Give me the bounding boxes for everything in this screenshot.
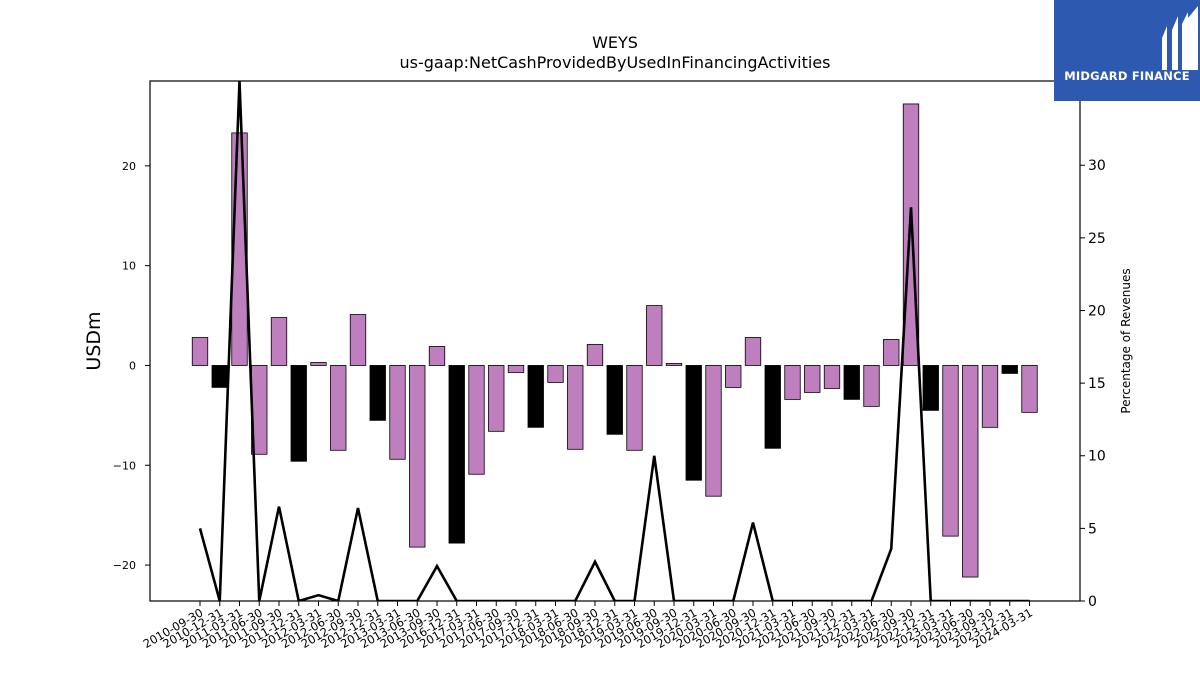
bars-group xyxy=(191,103,1038,578)
bar-2017-03-31 xyxy=(468,365,485,475)
bar-2012-09-30 xyxy=(349,314,367,366)
bar-2021-12-31 xyxy=(843,365,860,400)
y-tick-label: 0 xyxy=(129,359,136,372)
midgard-finance-logo: MIDGARD FINANCE xyxy=(1054,0,1200,101)
y-tick-label: 20 xyxy=(122,160,136,173)
chart-title: WEYS xyxy=(592,33,638,52)
bar-2023-09-30 xyxy=(981,365,999,428)
line-group xyxy=(198,81,1030,601)
bar-2023-03-31 xyxy=(942,365,959,537)
y2-tick-label: 0 xyxy=(1088,594,1097,610)
bar-2016-12-31 xyxy=(448,365,465,544)
logo-mark-icon xyxy=(1162,6,1198,70)
bar-2011-09-30 xyxy=(270,317,288,366)
bar-2020-09-30 xyxy=(744,337,762,366)
bar-2022-12-31 xyxy=(922,365,939,411)
bar-2020-12-31 xyxy=(764,365,781,449)
bar-2018-12-31 xyxy=(606,365,623,435)
bar-2024-03-31 xyxy=(1021,365,1038,413)
y2-tick-label: 10 xyxy=(1088,449,1106,465)
bar-2012-06-30 xyxy=(330,365,347,451)
bar-2011-12-31 xyxy=(290,365,307,462)
percentage-of-revenues-line xyxy=(198,81,1030,601)
bar-2019-03-31 xyxy=(626,365,643,451)
bar-2017-06-30 xyxy=(488,365,505,432)
bar-2013-06-30 xyxy=(409,365,426,548)
y-tick-label: −10 xyxy=(113,459,136,472)
right-axis-ticks: 05101520253035 xyxy=(1080,86,1106,610)
x-axis-ticks: 2010-09-302010-12-312011-03-312011-06-30… xyxy=(141,601,1035,651)
bar-2022-06-30 xyxy=(883,339,900,366)
bar-2013-09-30 xyxy=(428,346,446,366)
bar-2018-09-30 xyxy=(586,344,604,366)
bar-2018-06-30 xyxy=(567,365,584,450)
chart-subtitle: us-gaap:NetCashProvidedByUsedInFinancing… xyxy=(399,53,830,72)
y-axis-label: USDm xyxy=(83,311,105,370)
bar-2021-06-30 xyxy=(804,365,821,393)
y2-tick-label: 5 xyxy=(1088,521,1097,537)
y2-tick-label: 20 xyxy=(1088,303,1106,319)
y2-axis-label: Percentage of Revenues xyxy=(1119,268,1133,413)
bar-2020-03-31 xyxy=(705,365,722,497)
bar-2013-03-31 xyxy=(389,365,406,460)
bar-2010-12-31 xyxy=(211,365,228,388)
y-tick-label: 10 xyxy=(122,260,136,273)
bar-2017-09-30 xyxy=(507,365,525,373)
plot-frame xyxy=(149,80,1081,602)
bar-2021-03-31 xyxy=(784,365,801,400)
y-tick-label: −20 xyxy=(113,559,136,572)
y2-tick-label: 15 xyxy=(1088,376,1106,392)
bar-2022-03-31 xyxy=(863,365,880,407)
bar-2019-12-31 xyxy=(685,365,702,481)
bar-2020-06-30 xyxy=(725,365,742,388)
bar-2017-12-31 xyxy=(527,365,544,428)
left-axis-ticks: −20 −10 0 10 20 xyxy=(113,160,150,572)
bar-2012-12-31 xyxy=(369,365,386,421)
bar-2019-09-30 xyxy=(665,363,683,366)
bar-2023-06-30 xyxy=(962,365,979,578)
bar-2021-09-30 xyxy=(823,365,841,389)
y2-tick-label: 30 xyxy=(1088,158,1106,174)
bar-2010-09-30 xyxy=(191,337,209,366)
bar-2018-03-31 xyxy=(547,365,564,383)
bar-2012-03-31 xyxy=(310,362,327,366)
bar-2023-12-31 xyxy=(1001,365,1018,374)
y2-tick-label: 25 xyxy=(1088,231,1106,247)
logo-text: MIDGARD FINANCE xyxy=(1064,69,1190,83)
bar-2019-06-30 xyxy=(646,305,663,366)
